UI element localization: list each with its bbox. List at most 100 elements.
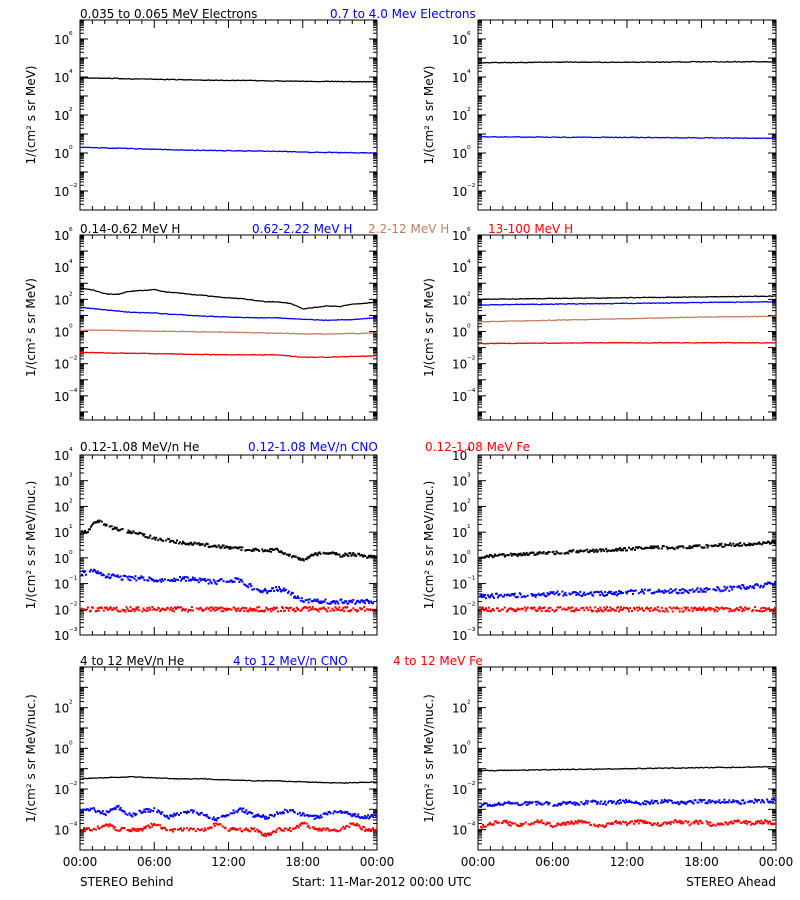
series-point-0 <box>516 555 519 558</box>
series-point-1 <box>293 595 296 598</box>
series-point-2 <box>292 607 295 610</box>
series-point-2 <box>249 830 252 833</box>
series-point-0 <box>673 548 676 551</box>
series-point-1 <box>197 581 200 584</box>
series-point-1 <box>277 812 279 815</box>
series-point-1 <box>340 598 343 601</box>
y-tick-label: 10 <box>452 552 467 566</box>
y-axis-label: 1/(cm² s sr MeV/nuc.) <box>24 481 38 610</box>
series-point-1 <box>250 585 253 587</box>
series-point-2 <box>736 820 739 823</box>
series-point-1 <box>139 576 142 579</box>
series-point-1 <box>758 799 761 802</box>
series-point-0 <box>108 525 111 528</box>
series-line-1 <box>478 301 776 306</box>
series-point-1 <box>656 802 659 805</box>
series-point-1 <box>94 570 97 573</box>
series-point-1 <box>676 801 679 803</box>
series-point-1 <box>283 808 286 811</box>
series-point-0 <box>141 532 144 535</box>
series-point-0 <box>350 554 353 557</box>
series-point-2 <box>487 606 490 609</box>
series-point-2 <box>190 606 193 609</box>
series-point-1 <box>164 578 167 581</box>
series-point-2 <box>507 823 510 826</box>
series-point-1 <box>650 799 653 802</box>
series-point-1 <box>302 812 305 815</box>
y-tick-label-exponent: ² <box>69 700 73 710</box>
series-point-2 <box>540 610 543 612</box>
plot-area <box>478 765 776 829</box>
series-point-1 <box>359 601 362 604</box>
series-point-2 <box>519 822 522 825</box>
series-point-2 <box>664 607 667 610</box>
series-point-2 <box>504 821 507 824</box>
series-point-2 <box>287 829 290 831</box>
series-point-1 <box>172 580 175 583</box>
series-point-1 <box>190 578 193 581</box>
series-point-1 <box>579 590 582 593</box>
series-point-2 <box>525 607 528 610</box>
series-line-1 <box>80 306 377 322</box>
series-point-2 <box>640 819 643 822</box>
series-point-2 <box>497 821 500 824</box>
series-point-2 <box>482 823 484 826</box>
series-point-1 <box>295 596 298 599</box>
series-point-2 <box>696 607 699 610</box>
plot-area <box>80 287 377 359</box>
series-point-1 <box>264 588 267 591</box>
series-point-2 <box>754 823 757 825</box>
series-point-1 <box>376 816 377 819</box>
series-point-0 <box>519 552 522 555</box>
series-point-0 <box>88 528 91 531</box>
series-point-0 <box>494 554 497 557</box>
series-point-2 <box>651 824 654 827</box>
series-point-2 <box>561 608 564 611</box>
series-point-1 <box>375 814 377 817</box>
series-point-0 <box>719 544 722 547</box>
series-point-1 <box>261 815 264 818</box>
series-point-2 <box>535 820 538 823</box>
series-point-1 <box>272 587 275 590</box>
series-point-2 <box>151 825 154 828</box>
series-point-2 <box>760 819 763 822</box>
series-point-2 <box>764 819 767 822</box>
series-point-1 <box>682 591 685 594</box>
series-point-2 <box>83 827 85 829</box>
series-point-1 <box>526 594 529 597</box>
series-point-2 <box>646 821 649 824</box>
series-point-2 <box>715 606 718 609</box>
series-point-2 <box>530 822 533 825</box>
y-tick-label: 10 <box>452 603 467 617</box>
series-point-2 <box>335 607 338 610</box>
series-point-1 <box>509 594 512 597</box>
series-point-2 <box>328 829 331 832</box>
series-point-1 <box>109 576 112 579</box>
series-point-2 <box>683 606 686 609</box>
y-tick-label-exponent: ³ <box>69 473 73 483</box>
series-point-1 <box>642 803 645 806</box>
series-point-2 <box>320 829 323 832</box>
series-point-0 <box>296 556 299 559</box>
series-point-0 <box>217 544 220 547</box>
series-point-2 <box>295 606 298 609</box>
series-point-1 <box>244 811 247 814</box>
series-point-1 <box>352 813 355 816</box>
series-point-2 <box>92 827 95 830</box>
series-point-2 <box>618 822 621 825</box>
series-point-2 <box>159 824 162 827</box>
series-point-1 <box>217 816 220 819</box>
series-point-1 <box>565 594 568 597</box>
series-point-0 <box>603 550 606 552</box>
y-tick-label-exponent: ⁻² <box>467 781 476 791</box>
y-tick-label-exponent: ⁰ <box>69 145 73 155</box>
series-point-1 <box>511 802 514 805</box>
series-point-2 <box>257 610 260 613</box>
series-point-1 <box>717 801 720 803</box>
series-point-2 <box>718 608 721 611</box>
series-point-2 <box>372 610 375 612</box>
series-point-0 <box>270 550 273 553</box>
series-point-1 <box>535 594 538 596</box>
series-point-2 <box>294 610 297 613</box>
series-point-1 <box>119 806 122 809</box>
